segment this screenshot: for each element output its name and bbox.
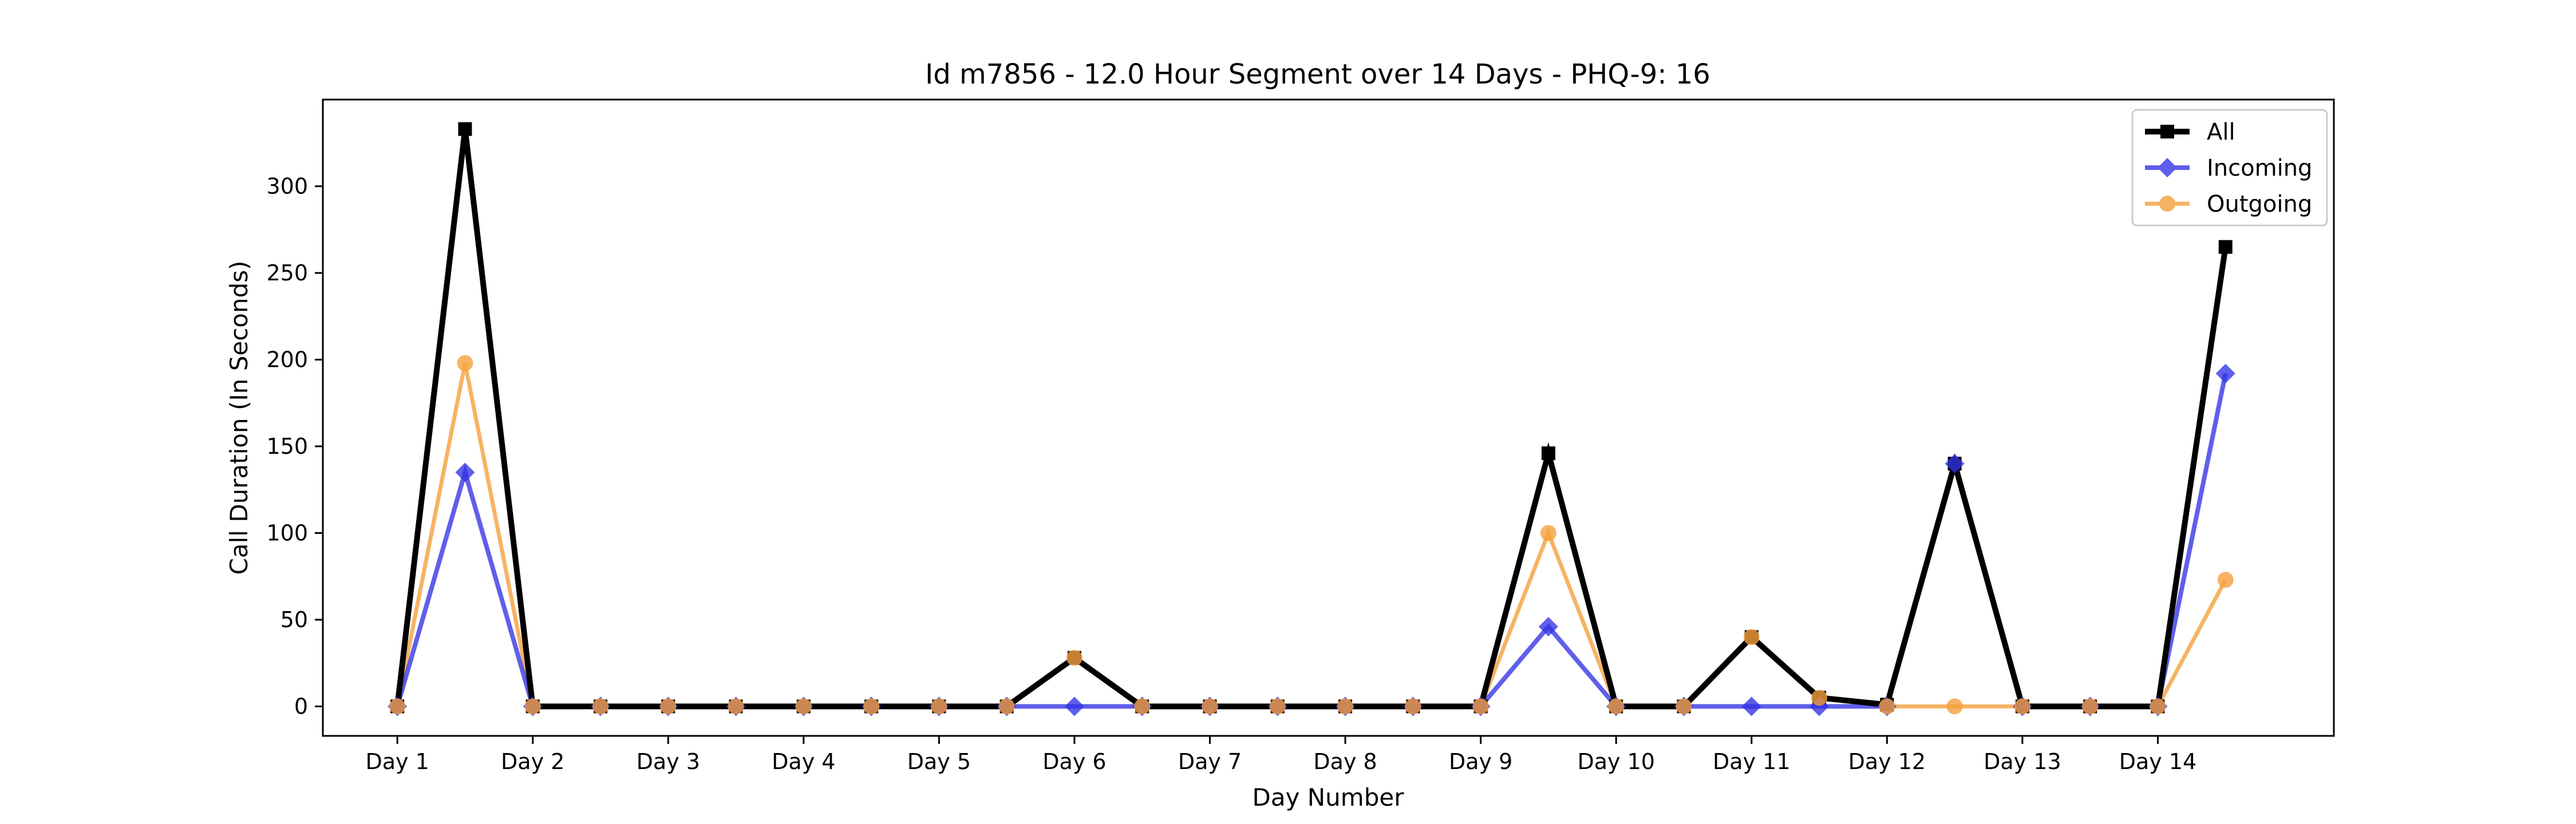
plot-marks: [388, 122, 2235, 716]
data-point-incoming: [1945, 454, 1965, 474]
data-point-outgoing: [728, 698, 744, 715]
data-point-outgoing: [863, 698, 880, 715]
legend-label-outgoing: Outgoing: [2207, 191, 2312, 217]
data-point-all: [458, 122, 472, 136]
x-tick-label: Day 12: [1848, 749, 1926, 774]
data-point-incoming: [2215, 363, 2235, 383]
data-point-outgoing: [1269, 698, 1286, 715]
x-tick-label: Day 7: [1178, 749, 1242, 774]
y-axis-ticks: 0 50 100 150 200 250 300: [266, 173, 323, 719]
legend-item-all: [2145, 125, 2190, 138]
y-tick-label: 200: [266, 347, 308, 372]
x-tick-label: Day 10: [1577, 749, 1654, 774]
y-tick-label: 100: [266, 520, 308, 545]
data-point-outgoing: [1879, 698, 1895, 715]
data-point-outgoing: [1066, 649, 1082, 666]
x-tick-label: Day 8: [1313, 749, 1377, 774]
data-point-incoming: [1741, 696, 1761, 716]
data-point-outgoing: [1608, 698, 1625, 715]
data-point-outgoing: [1472, 698, 1489, 715]
y-tick-label: 150: [266, 434, 308, 459]
data-point-outgoing: [1202, 698, 1218, 715]
y-tick-label: 0: [294, 694, 308, 719]
legend-item-outgoing: [2145, 196, 2190, 212]
data-point-incoming: [1538, 617, 1558, 637]
legend-marker-incoming: [2158, 158, 2177, 177]
legend-marker-outgoing: [2159, 196, 2175, 212]
chart-title: Id m7856 - 12.0 Hour Segment over 14 Day…: [925, 58, 1710, 90]
legend-marker-all: [2160, 125, 2174, 138]
data-point-outgoing: [1405, 698, 1421, 715]
data-point-outgoing: [2217, 572, 2234, 588]
legend-box: [2131, 109, 2328, 227]
legend-item-incoming: [2145, 158, 2190, 177]
x-tick-label: Day 6: [1042, 749, 1106, 774]
legend-label-incoming: Incoming: [2207, 155, 2312, 181]
series-all: [394, 128, 2229, 710]
data-point-outgoing: [1946, 698, 1963, 715]
data-point-outgoing: [457, 355, 473, 371]
data-point-outgoing: [1811, 690, 1828, 706]
data-point-outgoing: [660, 698, 677, 715]
data-point-outgoing: [1743, 629, 1760, 645]
x-axis-ticks: Day 1 Day 2 Day 3 Day 4 Day 5 Day 6 Day 7 Day 8…: [365, 736, 2196, 774]
data-point-outgoing: [998, 698, 1015, 715]
x-tick-label: Day 11: [1713, 749, 1790, 774]
x-axis-label: Day Number: [1252, 783, 1404, 811]
data-point-outgoing: [1676, 698, 1692, 715]
data-point-all: [2218, 240, 2233, 254]
x-tick-label: Day 2: [501, 749, 564, 774]
data-point-outgoing: [1337, 698, 1354, 715]
x-tick-label: Day 9: [1449, 749, 1512, 774]
series-line-all: [394, 128, 2229, 710]
data-point-outgoing: [1134, 698, 1151, 715]
data-point-outgoing: [389, 698, 406, 715]
data-point-outgoing: [2150, 698, 2166, 715]
x-tick-label: Day 3: [637, 749, 700, 774]
data-point-incoming: [455, 462, 475, 482]
data-point-outgoing: [795, 698, 812, 715]
data-point-outgoing: [592, 698, 609, 715]
y-tick-label: 250: [266, 260, 308, 286]
data-point-all: [1541, 446, 1555, 461]
data-point-outgoing: [2014, 698, 2030, 715]
x-tick-label: Day 5: [907, 749, 971, 774]
y-tick-label: 300: [266, 173, 308, 199]
data-point-outgoing: [2082, 698, 2099, 715]
series-markers-outgoing: [389, 355, 2234, 715]
legend-label-all: All: [2207, 119, 2235, 145]
x-tick-label: Day 14: [2119, 749, 2196, 774]
x-tick-label: Day 1: [365, 749, 429, 774]
y-tick-label: 50: [280, 607, 308, 632]
legend: All Incoming Outgoing: [2131, 109, 2328, 227]
x-tick-label: Day 4: [772, 749, 835, 774]
data-point-outgoing: [1540, 525, 1556, 541]
x-tick-label: Day 13: [1984, 749, 2061, 774]
data-point-outgoing: [524, 698, 541, 715]
data-point-outgoing: [931, 698, 947, 715]
y-axis-label: Call Duration (In Seconds): [225, 260, 253, 575]
plot-frame: [322, 98, 2335, 737]
data-point-incoming: [1064, 696, 1084, 716]
